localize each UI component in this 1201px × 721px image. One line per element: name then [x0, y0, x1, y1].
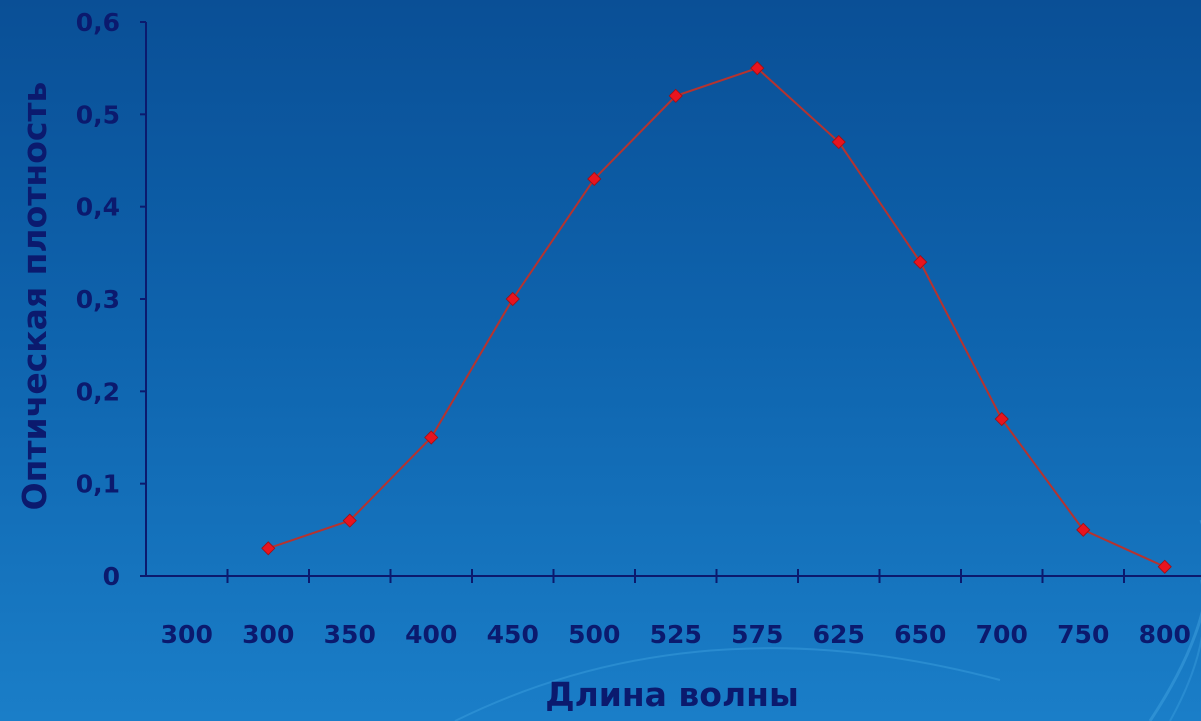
- decor-arc: [1148, 520, 1201, 721]
- x-tick-label: 300: [242, 620, 294, 649]
- data-point-marker: [587, 171, 602, 187]
- y-tick-label: 0,6: [76, 8, 120, 37]
- data-point-marker: [1157, 559, 1172, 574]
- data-point-marker: [668, 88, 683, 103]
- y-tick-label: 0,2: [76, 377, 120, 406]
- data-point-marker: [994, 411, 1009, 427]
- x-tick-label: 700: [976, 620, 1028, 649]
- x-tick-label: 350: [324, 620, 376, 649]
- y-tick-label: 0,5: [76, 100, 120, 129]
- data-point-marker: [750, 61, 765, 76]
- decor-arc: [1169, 580, 1201, 721]
- x-tick-label: 800: [1139, 620, 1191, 649]
- y-tick-label: 0,1: [76, 470, 120, 499]
- x-tick-labels: 300 300 350 400 450 500 525 575 625 650 700 750 800: [161, 620, 1191, 649]
- x-tick-label: 300: [161, 620, 213, 649]
- series-line: [267, 67, 1166, 568]
- x-tick-label: 575: [731, 620, 783, 649]
- x-tick-label: 500: [568, 620, 620, 649]
- x-tick-label: 450: [487, 620, 539, 649]
- x-tick-label: 400: [405, 620, 457, 649]
- data-point-marker: [831, 134, 846, 150]
- x-tick-label: 625: [813, 620, 865, 649]
- x-tick-label: 525: [650, 620, 702, 649]
- y-tick-label: 0: [103, 562, 120, 591]
- background-decoration: [454, 520, 1201, 721]
- data-point-marker: [261, 541, 276, 556]
- data-point-marker: [342, 513, 357, 528]
- y-tick-labels: 0 0,1 0,2 0,3 0,4 0,5 0,6: [76, 8, 120, 591]
- y-tick-label: 0,3: [76, 285, 120, 314]
- data-point-marker: [424, 430, 439, 445]
- data-point-marker: [913, 255, 928, 270]
- data-point-marker: [505, 291, 520, 307]
- y-tick-label: 0,4: [76, 193, 120, 222]
- data-point-marker: [1076, 522, 1091, 537]
- x-axis-title: Длина волны: [545, 675, 799, 714]
- x-tick-label: 650: [894, 620, 946, 649]
- series-layer: [261, 61, 1172, 574]
- x-tick-label: 750: [1057, 620, 1109, 649]
- y-axis-title: Оптическая плотность: [15, 82, 54, 511]
- chart-axes: [140, 21, 1201, 583]
- decor-arc: [454, 647, 1001, 721]
